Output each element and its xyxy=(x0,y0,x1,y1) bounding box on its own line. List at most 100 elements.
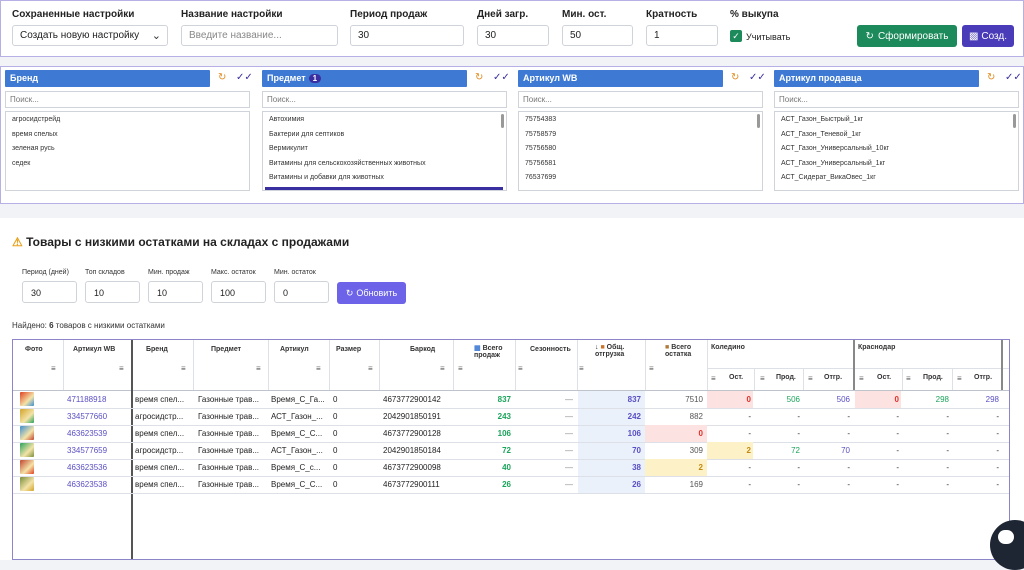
col-header-warehouse-krasnodar: Краснодар xyxy=(858,344,896,351)
create-button[interactable]: ▩ Созд. xyxy=(962,25,1014,47)
list-item[interactable]: седек xyxy=(12,159,31,167)
list-item[interactable]: 75756581 xyxy=(525,159,557,167)
filter-icon[interactable]: ≡ xyxy=(859,374,864,383)
check-all-icon[interactable]: ✓✓ xyxy=(236,72,253,83)
list-item[interactable]: агросидстрейд xyxy=(12,116,61,123)
filter-search-input[interactable]: Поиск... xyxy=(774,91,1019,108)
cell-art[interactable]: 463623539 xyxy=(67,429,108,438)
list-item[interactable]: 75758579 xyxy=(525,130,557,138)
filter-icon[interactable]: ≡ xyxy=(119,364,124,373)
cell-art[interactable]: 334577659 xyxy=(67,446,108,455)
col-divider xyxy=(803,368,804,390)
filter-icon[interactable]: ≡ xyxy=(181,364,186,373)
col-header-brand: Бренд xyxy=(146,346,168,353)
update-button[interactable]: ↻ Обновить xyxy=(337,282,406,304)
refresh-icon[interactable]: ↻ xyxy=(218,72,227,83)
col-header-r-ost: Ост. xyxy=(877,374,892,381)
list-item[interactable]: АСТ_Газон_Теневой_1кг xyxy=(781,130,861,138)
min-sales-input[interactable]: 10 xyxy=(148,281,203,303)
product-thumbnail[interactable] xyxy=(20,460,34,474)
cell-highlight xyxy=(707,391,753,408)
setting-name-input[interactable]: Введите название... xyxy=(181,25,338,46)
load-days-input[interactable]: 30 xyxy=(477,25,549,46)
filter-icon[interactable]: ≡ xyxy=(649,364,654,373)
col-header-shipment[interactable]: ↓ ■ Общ. отгрузка xyxy=(595,344,624,358)
list-item[interactable]: 76537699 xyxy=(525,174,557,181)
cell-art[interactable]: 471188918 xyxy=(67,395,107,404)
min-stock-input[interactable]: 0 xyxy=(274,281,329,303)
filter-icon[interactable]: ≡ xyxy=(518,364,523,373)
filter-icon[interactable]: ≡ xyxy=(256,364,261,373)
multiplicity-input[interactable]: 1 xyxy=(646,25,718,46)
filter-icon[interactable]: ≡ xyxy=(906,374,911,383)
col-header-shipment-line2: отгрузка xyxy=(595,351,625,358)
scrollbar[interactable] xyxy=(757,114,760,128)
cell-ship: 837 xyxy=(627,395,641,404)
filter-icon[interactable]: ≡ xyxy=(808,374,813,383)
cell-size: 0 xyxy=(333,446,338,455)
list-item[interactable]: Витамины для сельскохозяйственных животн… xyxy=(269,159,426,167)
cell-k-ost: - xyxy=(748,429,751,438)
filter-icon[interactable]: ≡ xyxy=(440,364,445,373)
scrollbar[interactable] xyxy=(501,114,504,128)
period-days-input[interactable]: 30 xyxy=(22,281,77,303)
filter-search-input[interactable]: Поиск... xyxy=(262,91,507,108)
col-header-barcode: Баркод xyxy=(410,346,436,353)
cell-sales: 837 xyxy=(497,395,511,404)
cell-art[interactable]: 463623538 xyxy=(67,480,108,489)
product-thumbnail[interactable] xyxy=(20,426,34,440)
filter-icon[interactable]: ≡ xyxy=(760,374,765,383)
cell-art[interactable]: 334577660 xyxy=(67,412,108,421)
sort-desc-icon[interactable]: ↓ xyxy=(595,344,599,351)
product-thumbnail[interactable] xyxy=(20,477,34,491)
sales-period-input[interactable]: 30 xyxy=(350,25,464,46)
list-item[interactable]: 75754383 xyxy=(525,116,557,123)
list-item[interactable]: зеленая русь xyxy=(12,145,55,152)
check-all-icon[interactable]: ✓✓ xyxy=(749,72,766,83)
filter-icon[interactable]: ≡ xyxy=(458,364,463,373)
cell-r-ost: 0 xyxy=(894,395,899,404)
list-item[interactable]: Бактерии для септиков xyxy=(269,130,345,138)
list-item[interactable]: Вермикулит xyxy=(269,145,308,152)
filter-search-input[interactable]: Поиск... xyxy=(518,91,763,108)
filter-search-input[interactable]: Поиск... xyxy=(5,91,250,108)
col-divider xyxy=(515,340,516,390)
filter-icon[interactable]: ≡ xyxy=(957,374,962,383)
filter-title: Артикул WB xyxy=(523,73,578,83)
filter-icon[interactable]: ≡ xyxy=(51,364,56,373)
filter-icon[interactable]: ≡ xyxy=(368,364,373,373)
list-item[interactable]: АСТ_Газон_Универсальный_1кг xyxy=(781,159,886,167)
filter-icon[interactable]: ≡ xyxy=(316,364,321,373)
list-item[interactable]: АСТ_Газон_Универсальный_10кг xyxy=(781,145,890,152)
max-stock-input[interactable]: 100 xyxy=(211,281,266,303)
cell-k-ost: - xyxy=(748,412,751,421)
check-all-icon[interactable]: ✓✓ xyxy=(493,72,510,83)
min-stock-input[interactable]: 50 xyxy=(562,25,633,46)
col-divider xyxy=(754,368,755,390)
list-item[interactable]: АСТ_Газон_Быстрый_1кг xyxy=(781,116,864,123)
top-warehouses-input[interactable]: 10 xyxy=(85,281,140,303)
product-thumbnail[interactable] xyxy=(20,409,34,423)
buyout-checkbox[interactable]: ✓ xyxy=(730,30,742,42)
list-item[interactable]: Автохимия xyxy=(269,116,305,123)
list-item[interactable]: АСТ_Сидерат_ВикаОвес_1кг xyxy=(781,174,876,181)
product-thumbnail[interactable] xyxy=(20,392,34,406)
update-button-label: Обновить xyxy=(356,288,398,298)
saved-settings-select[interactable]: Создать новую настройку ⌄ xyxy=(12,25,168,46)
filter-icon[interactable]: ≡ xyxy=(711,374,716,383)
row-divider xyxy=(13,493,1009,494)
list-item[interactable]: Витамины и добавки для животных xyxy=(269,174,384,181)
subheader-divider xyxy=(707,368,1009,369)
filter-icon[interactable]: ≡ xyxy=(579,364,584,373)
col-divider xyxy=(329,340,330,390)
cell-art[interactable]: 463623536 xyxy=(67,463,108,472)
list-item[interactable]: время спелых xyxy=(12,130,58,138)
form-button[interactable]: ↻ Сформировать xyxy=(857,25,957,47)
product-thumbnail[interactable] xyxy=(20,443,34,457)
refresh-icon[interactable]: ↻ xyxy=(987,72,996,83)
refresh-icon[interactable]: ↻ xyxy=(731,72,740,83)
list-item[interactable]: 75756580 xyxy=(525,145,557,152)
scrollbar[interactable] xyxy=(1013,114,1016,128)
refresh-icon[interactable]: ↻ xyxy=(475,72,484,83)
check-all-icon[interactable]: ✓✓ xyxy=(1005,72,1022,83)
